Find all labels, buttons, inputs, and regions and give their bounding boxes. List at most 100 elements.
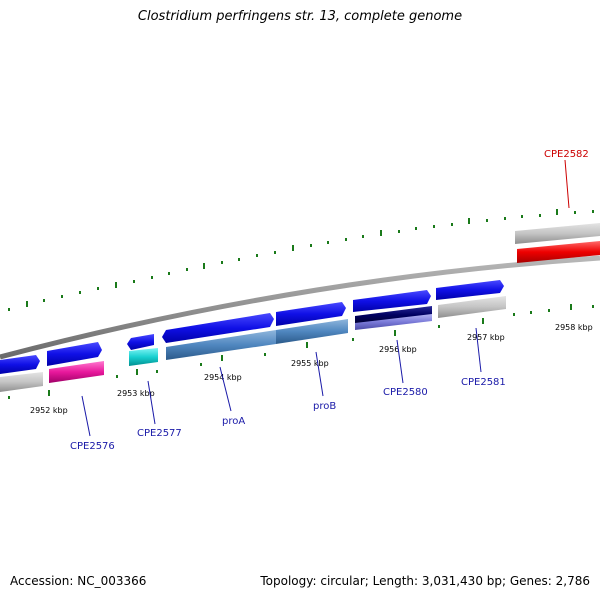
forward-cds-arrow[interactable] <box>162 313 274 343</box>
outer-tick <box>151 276 153 279</box>
outer-tick <box>61 295 63 298</box>
feature-bar <box>129 348 158 366</box>
accession-text: Accession: NC_003366 <box>10 574 147 588</box>
inner-tick <box>570 304 572 310</box>
inner-tick <box>482 318 484 324</box>
gene-label-cpe2577[interactable]: CPE2577 <box>137 428 182 439</box>
inner-tick <box>352 338 354 341</box>
outer-tick <box>256 254 258 257</box>
inner-tick <box>8 396 10 399</box>
outer-tick <box>186 268 188 271</box>
inner-tick <box>221 355 223 361</box>
feature-bar <box>166 330 276 360</box>
inner-tick <box>394 330 396 336</box>
outer-tick-ring <box>8 209 594 311</box>
inner-tick <box>264 353 266 356</box>
leader-line <box>475 327 482 373</box>
forward-cds-arrow[interactable] <box>436 280 504 300</box>
scale-label: 2957 kbp <box>467 333 505 342</box>
outer-tick <box>203 263 205 269</box>
outer-tick <box>380 230 382 236</box>
outer-tick <box>274 251 276 254</box>
gene-label-prob[interactable]: proB <box>313 401 336 412</box>
outer-tick <box>133 280 135 283</box>
outer-tick <box>556 209 558 215</box>
inner-tick <box>156 370 158 373</box>
outer-tick <box>592 210 594 213</box>
outer-tick <box>574 211 576 214</box>
inner-tick <box>530 311 532 314</box>
gene-label-cpe2580[interactable]: CPE2580 <box>383 387 428 398</box>
outer-feature-track <box>515 223 600 263</box>
outer-tick <box>415 227 417 230</box>
inner-tick <box>116 375 118 378</box>
outer-tick <box>8 308 10 311</box>
highlighted-cds-bar[interactable] <box>517 241 600 263</box>
outer-tick <box>327 241 329 244</box>
feature-bar <box>355 314 432 330</box>
outer-tick <box>362 235 364 238</box>
leader-line <box>396 339 404 384</box>
inner-tick <box>438 325 440 328</box>
gene-label-cpe2581[interactable]: CPE2581 <box>461 377 506 388</box>
inner-tick <box>306 342 308 348</box>
outer-tick <box>310 244 312 247</box>
genome-summary-text: Topology: circular; Length: 3,031,430 bp… <box>260 574 590 588</box>
gene-labels: CPE2576 CPE2577 proA proB CPE2580 CPE258… <box>70 149 589 452</box>
outer-tick <box>504 217 506 220</box>
forward-cds-arrow[interactable] <box>0 355 40 374</box>
outer-tick <box>26 301 28 307</box>
leader-line <box>219 366 232 412</box>
gene-label-cpe2582[interactable]: CPE2582 <box>544 149 589 160</box>
inner-tick <box>592 305 594 308</box>
leader-line <box>564 159 570 209</box>
backbone <box>0 255 600 360</box>
outer-tick <box>79 291 81 294</box>
outer-tick <box>539 214 541 217</box>
outer-tick <box>97 287 99 290</box>
feature-bar <box>515 223 600 244</box>
forward-cds-arrow[interactable] <box>353 290 431 312</box>
outer-tick <box>521 215 523 218</box>
outer-tick <box>398 230 400 233</box>
outer-tick <box>115 282 117 288</box>
outer-tick <box>486 219 488 222</box>
feature-bars-track <box>0 296 506 392</box>
gene-leader-lines <box>81 159 570 437</box>
feature-bar <box>276 319 348 344</box>
gene-label-proa[interactable]: proA <box>222 416 245 427</box>
outer-tick <box>433 225 435 228</box>
inner-tick <box>548 309 550 312</box>
forward-cds-arrow[interactable] <box>47 342 102 366</box>
inner-tick <box>200 363 202 366</box>
leader-line <box>81 395 91 437</box>
outer-tick <box>345 238 347 241</box>
outer-tick <box>468 218 470 224</box>
map-title: Clostridium perfringens str. 13, complet… <box>137 9 463 24</box>
outer-tick <box>43 299 45 302</box>
leader-line <box>147 380 156 425</box>
outer-tick <box>221 261 223 264</box>
forward-cds-arrow[interactable] <box>276 302 346 326</box>
inner-tick <box>136 369 138 375</box>
feature-bar <box>0 372 43 392</box>
feature-bar <box>355 306 432 324</box>
inner-tick-ring <box>8 304 594 399</box>
inner-tick <box>48 390 50 396</box>
forward-cds-arrow[interactable] <box>127 334 154 350</box>
leader-line <box>315 351 324 397</box>
forward-strand-track <box>0 280 504 374</box>
scale-label: 2958 kbp <box>555 323 593 332</box>
outer-tick <box>168 272 170 275</box>
feature-bar <box>438 296 506 318</box>
outer-tick <box>292 245 294 251</box>
gene-label-cpe2576[interactable]: CPE2576 <box>70 441 115 452</box>
scale-label: 2955 kbp <box>291 359 329 368</box>
scale-label: 2953 kbp <box>117 389 155 398</box>
scale-label: 2952 kbp <box>30 406 68 415</box>
outer-tick <box>451 223 453 226</box>
feature-bar <box>49 361 104 383</box>
inner-tick <box>513 313 515 316</box>
outer-tick <box>238 258 240 261</box>
